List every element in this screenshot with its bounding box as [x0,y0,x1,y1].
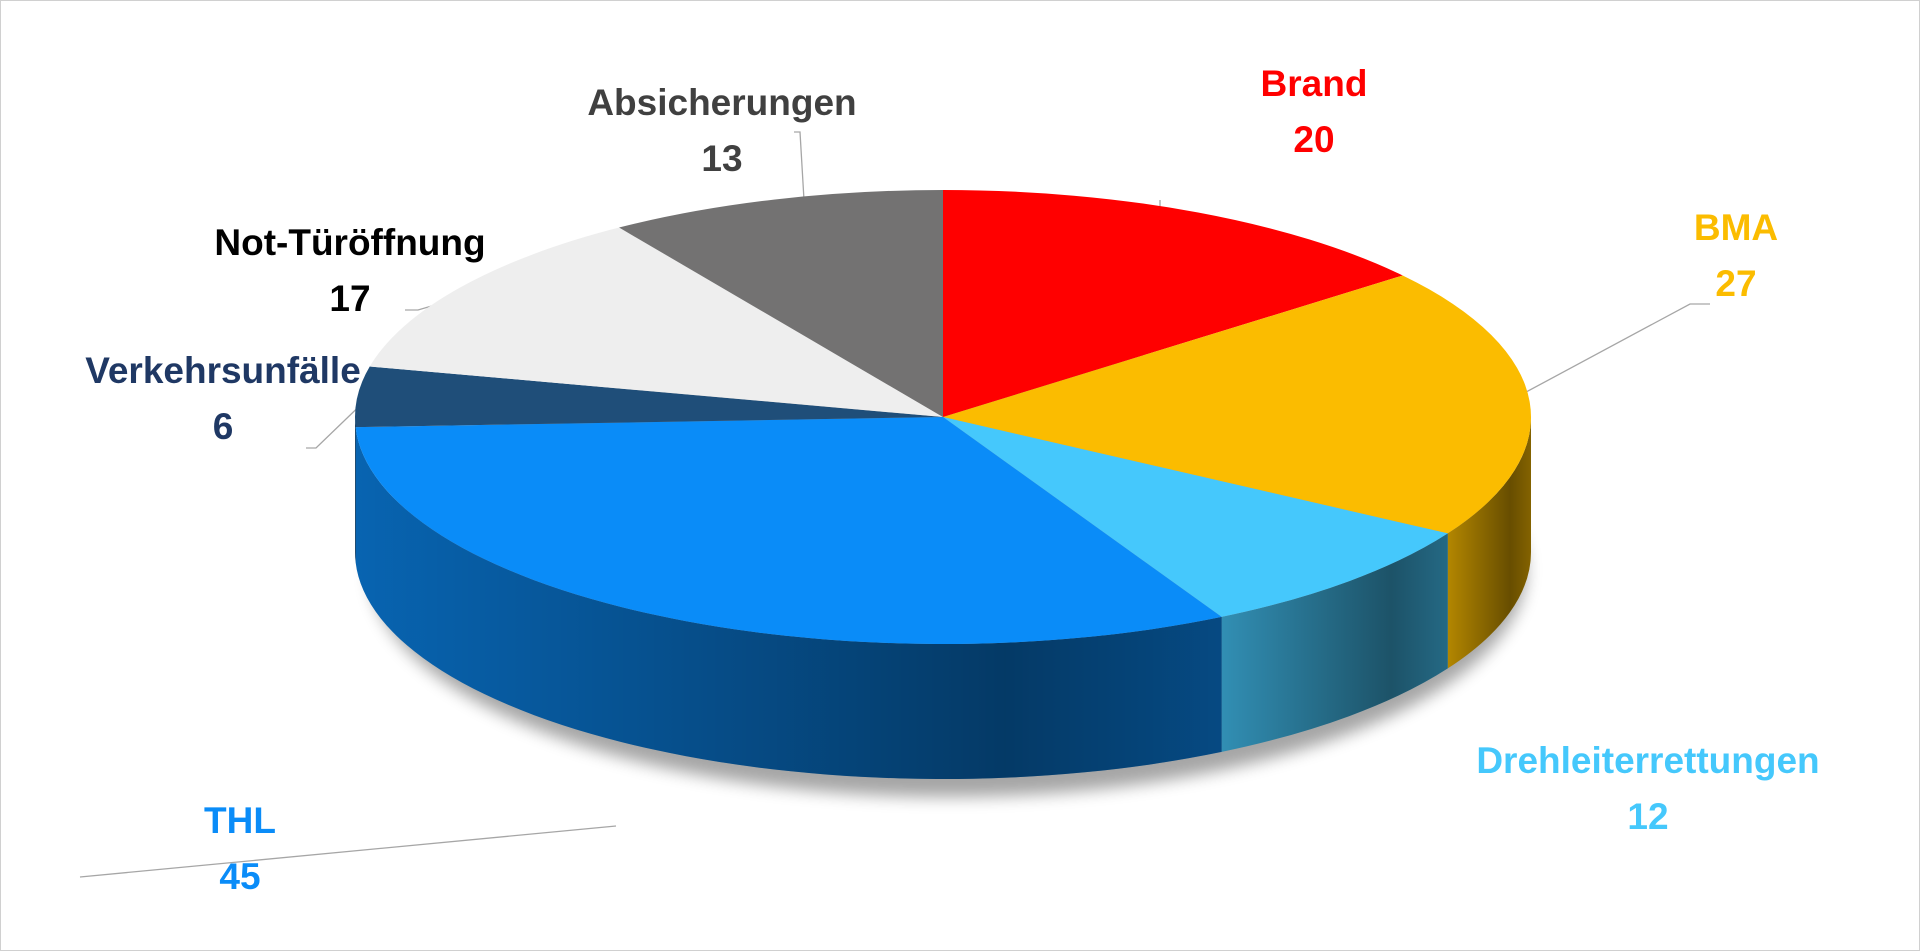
pie [354,190,1531,797]
slice-label: Not-Türöffnung [214,222,485,263]
slice-value: 12 [1627,796,1668,837]
slice-side-shade [1221,533,1448,752]
slice-value: 13 [701,138,742,179]
slice-label: BMA [1694,207,1778,248]
leader-line [79,825,617,878]
slice-value: 6 [213,406,234,447]
slice-label: Absicherungen [587,82,856,123]
leader-line [1514,303,1710,399]
slice-value: 20 [1293,119,1334,160]
slice-side-shade [1447,417,1531,669]
slice-value: 45 [219,856,260,897]
slice [354,366,943,428]
labels: Brand 20 BMA 27 Drehleiterrettungen 12 THL 45 Ve… [85,63,1819,897]
slice-value: 27 [1715,263,1756,304]
slice-label: THL [204,800,276,841]
slice-label: Brand [1261,63,1368,104]
slice-value: 17 [329,278,370,319]
leader-line [794,131,805,201]
leader-line [306,393,373,449]
slice [355,417,1222,644]
slice [943,417,1448,617]
slice [943,275,1531,534]
slice [619,190,943,417]
slice [943,190,1403,417]
slice-label: Drehleiterrettungen [1476,740,1819,781]
slice-side-shade [355,427,1222,780]
slice [369,227,943,417]
slice-side-shade [355,417,356,563]
slice-label: Verkehrsunfälle [85,350,361,391]
